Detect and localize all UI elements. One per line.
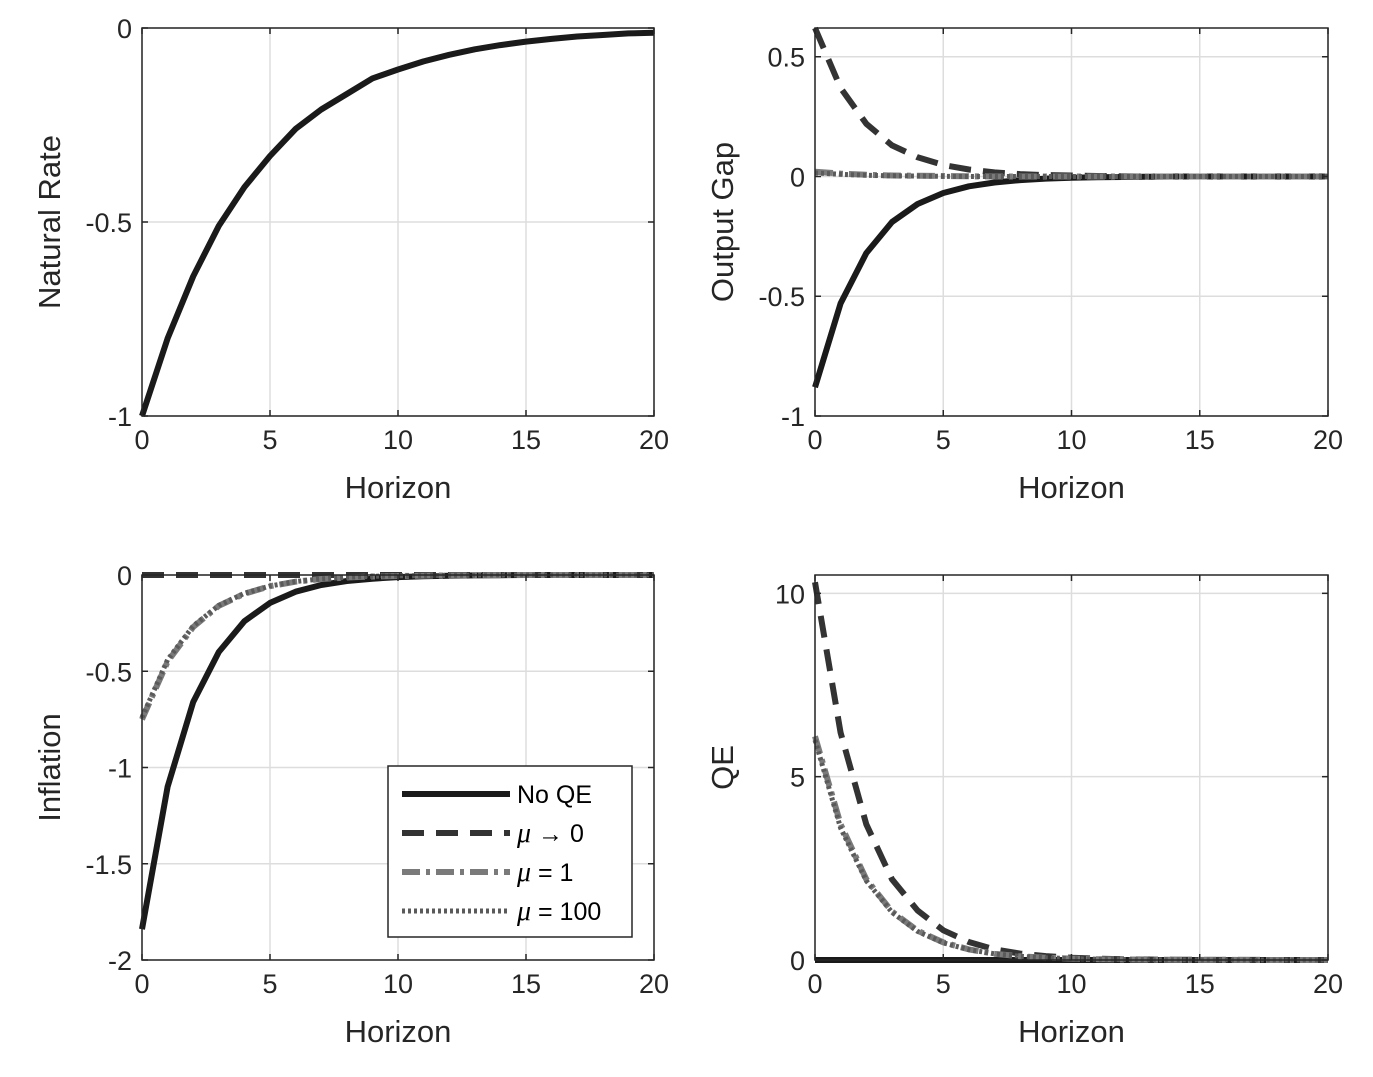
x-tick-label: 5	[262, 969, 277, 999]
y-tick-label: 5	[790, 763, 805, 793]
y-tick-label: -0.5	[85, 657, 132, 687]
x-tick-label: 20	[1313, 425, 1343, 455]
legend-label-mu-1: μ = 1	[516, 857, 573, 888]
qe-panel: 0 5 10 15 20 0 5 10 Horizon QE	[705, 574, 1343, 1049]
natural-rate-panel: 0 5 10 15 20 -1 -0.5 0 Horizon Natural Rate	[32, 14, 669, 505]
natural-rate-y-axis-label: Natural Rate	[32, 135, 67, 309]
x-tick-label: 0	[134, 969, 149, 999]
output-gap-y-axis-label: Output Gap	[705, 142, 740, 302]
y-tick-label: -1	[108, 754, 132, 784]
legend-label-mu-100: μ = 100	[516, 896, 601, 927]
x-tick-label: 0	[134, 425, 149, 455]
natural-rate-x-axis-label: Horizon	[345, 470, 452, 505]
output-gap-series	[812, 26, 1328, 389]
inflation-x-axis-label: Horizon	[345, 1014, 452, 1049]
y-tick-label: -1.5	[85, 850, 132, 880]
natural-rate-series	[139, 29, 655, 417]
output-gap-x-axis-label: Horizon	[1018, 470, 1125, 505]
x-tick-label: 10	[383, 969, 413, 999]
legend: No QE μ → 0 μ = 1 μ = 100	[387, 765, 633, 938]
inflation-panel: 0 5 10 15 20 -2 -1.5 -1 -0.5 0 Horizon Inflation No …	[32, 561, 669, 1049]
x-tick-label: 15	[511, 969, 541, 999]
y-tick-label: 0.5	[767, 43, 805, 73]
legend-label-no-qe: No QE	[517, 781, 592, 809]
y-tick-label: 0	[790, 946, 805, 976]
qe-x-axis-label: Horizon	[1018, 1014, 1125, 1049]
y-tick-label: -0.5	[85, 208, 132, 238]
qe-y-axis-label: QE	[705, 745, 740, 790]
x-tick-label: 20	[639, 425, 669, 455]
x-tick-label: 10	[383, 425, 413, 455]
x-tick-label: 15	[1185, 425, 1215, 455]
y-tick-label: 0	[790, 162, 805, 192]
x-tick-label: 5	[936, 425, 951, 455]
x-tick-label: 10	[1056, 425, 1086, 455]
y-tick-label: -1	[108, 402, 132, 432]
y-tick-label: -2	[108, 946, 132, 976]
output-gap-line-mu-100	[814, 170, 1328, 179]
natural-rate-line-no-qe	[139, 29, 655, 417]
y-tick-label: -1	[781, 402, 805, 432]
legend-label-mu-to-0: μ → 0	[516, 818, 584, 849]
x-tick-label: 15	[1185, 969, 1215, 999]
x-tick-label: 10	[1056, 969, 1086, 999]
x-tick-label: 20	[1313, 969, 1343, 999]
output-gap-panel: 0 5 10 15 20 -1 -0.5 0 0.5 Horizon Output Gap	[705, 26, 1343, 505]
y-tick-label: 10	[775, 579, 805, 609]
y-tick-label: -0.5	[758, 282, 805, 312]
y-tick-label: 0	[117, 561, 132, 591]
inflation-y-axis-label: Inflation	[32, 713, 67, 822]
x-tick-label: 5	[262, 425, 277, 455]
x-tick-label: 0	[807, 969, 822, 999]
y-tick-label: 0	[117, 14, 132, 44]
x-tick-label: 15	[511, 425, 541, 455]
x-tick-label: 0	[807, 425, 822, 455]
x-tick-label: 5	[936, 969, 951, 999]
x-tick-label: 20	[639, 969, 669, 999]
